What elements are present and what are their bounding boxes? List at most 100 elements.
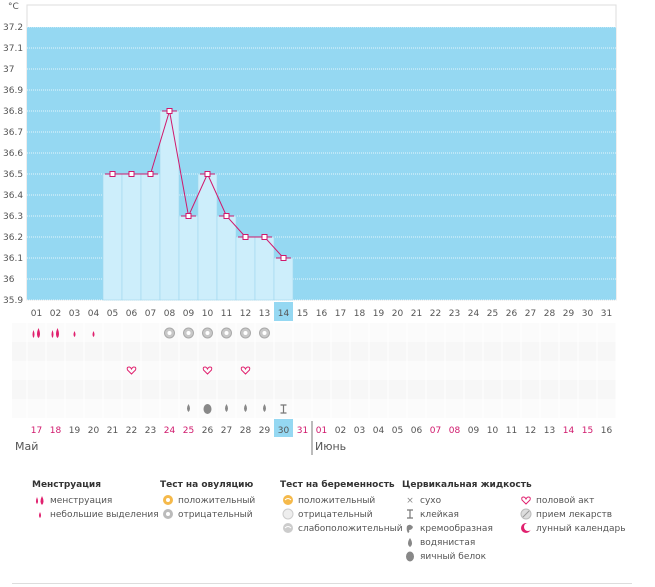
date-label: 28 xyxy=(240,426,252,436)
month-label-may: Май xyxy=(15,440,38,453)
date-label: 24 xyxy=(164,426,176,436)
legend-label: половой акт xyxy=(536,496,595,506)
day-label: 06 xyxy=(126,309,138,319)
day-label: 24 xyxy=(468,309,480,319)
date-label: 13 xyxy=(544,426,555,436)
date-label: 27 xyxy=(221,426,232,436)
day-label: 18 xyxy=(354,309,366,319)
y-tick-label: 36.6 xyxy=(3,149,23,159)
date-label: 15 xyxy=(582,426,593,436)
ovulation-test-inner xyxy=(205,331,210,335)
data-point xyxy=(204,171,211,177)
icon-row xyxy=(12,399,616,418)
legend-item: отрицательный xyxy=(280,508,403,522)
day-label: 21 xyxy=(411,309,422,319)
legend-label: клейкая xyxy=(420,510,459,520)
legend-label: отрицательный xyxy=(298,510,373,520)
data-point xyxy=(280,255,287,261)
moon-icon xyxy=(520,522,532,539)
data-point xyxy=(223,213,230,219)
data-point xyxy=(147,171,154,177)
legend-title: Тест на беременность xyxy=(280,480,395,490)
icon-row xyxy=(12,323,616,342)
day-label: 20 xyxy=(392,309,404,319)
icon-row xyxy=(12,361,616,380)
legend-label: небольшие выделения xyxy=(50,510,159,520)
today-highlight xyxy=(274,302,293,321)
legend-label: слабоположительный xyxy=(298,524,403,534)
date-label: 07 xyxy=(430,426,441,436)
date-label: 08 xyxy=(449,426,461,436)
day-label: 04 xyxy=(88,309,100,319)
day-label: 19 xyxy=(373,309,385,319)
legend-item: менструация xyxy=(32,494,159,508)
date-label: 16 xyxy=(601,426,613,436)
legend-item: положительный xyxy=(160,494,255,508)
date-label: 05 xyxy=(392,426,403,436)
date-label: 31 xyxy=(297,426,308,436)
legend-title: Цервикальная жидкость xyxy=(402,480,532,490)
y-unit-label: °C xyxy=(8,2,19,12)
blood-drop-icon xyxy=(34,508,46,525)
y-tick-label: 36.9 xyxy=(3,86,23,96)
watery-icon xyxy=(244,404,247,412)
temperature-bar xyxy=(159,110,180,301)
temperature-bar xyxy=(121,173,142,301)
data-point xyxy=(166,108,173,114)
y-tick-label: 36.8 xyxy=(3,107,23,117)
legend-item: небольшие выделения xyxy=(32,508,159,522)
y-tick-label: 36 xyxy=(3,275,15,285)
day-label: 13 xyxy=(259,309,270,319)
y-tick-label: 37.1 xyxy=(3,44,23,54)
temperature-bar xyxy=(235,236,256,301)
day-label: 25 xyxy=(487,309,498,319)
legend-item: клейкая xyxy=(402,508,532,522)
legend-label: положительный xyxy=(178,496,256,506)
day-label: 17 xyxy=(335,309,346,319)
legend-item: отрицательный xyxy=(160,508,255,522)
date-label: 14 xyxy=(563,426,575,436)
legend-label: положительный xyxy=(298,496,376,506)
legend-item: яичный белок xyxy=(402,550,532,564)
temperature-bar xyxy=(178,215,199,301)
y-tick-label: 35.9 xyxy=(3,296,23,306)
date-label: 20 xyxy=(88,426,100,436)
y-tick-label: 36.5 xyxy=(3,170,23,180)
pill-icon xyxy=(520,508,532,525)
sticky-icon xyxy=(280,404,287,414)
day-label: 11 xyxy=(221,309,232,319)
watery-icon xyxy=(404,536,416,553)
sticky-icon xyxy=(404,508,416,525)
y-tick-label: 36.3 xyxy=(3,212,23,222)
creamy-icon xyxy=(404,522,416,539)
legend-item: прием лекарств xyxy=(518,508,626,522)
legend-mucus: Цервикальная жидкость × сухо клейкая крем… xyxy=(402,480,532,564)
menstruation-icon xyxy=(32,328,40,338)
day-label: 07 xyxy=(145,309,156,319)
date-label: 25 xyxy=(183,426,194,436)
heart-icon xyxy=(202,366,213,375)
watery-icon xyxy=(187,404,190,412)
legend-item: водянистая xyxy=(402,536,532,550)
temperature-bar xyxy=(254,236,275,301)
day-label: 03 xyxy=(69,309,80,319)
legend-other: половой акт прием лекарств лунный календ… xyxy=(518,494,626,536)
date-label: 10 xyxy=(487,426,499,436)
y-tick-label: 37 xyxy=(3,65,14,75)
egg-white-icon xyxy=(404,550,416,567)
pregnancy-weak-icon xyxy=(282,522,294,539)
legend-label: лунный календарь xyxy=(536,524,626,534)
day-label: 26 xyxy=(506,309,518,319)
date-label: 04 xyxy=(373,426,385,436)
day-row xyxy=(27,302,616,321)
day-label: 23 xyxy=(449,309,460,319)
legend-item: кремообразная xyxy=(402,522,532,536)
legend-label: кремообразная xyxy=(420,524,493,534)
legend-title: Менструация xyxy=(32,480,101,490)
day-label: 29 xyxy=(563,309,575,319)
dry-icon: × xyxy=(406,496,414,506)
y-tick-label: 37.2 xyxy=(3,23,23,33)
day-label: 22 xyxy=(430,309,441,319)
day-label: 27 xyxy=(525,309,536,319)
ovulation-test-inner xyxy=(224,331,229,335)
